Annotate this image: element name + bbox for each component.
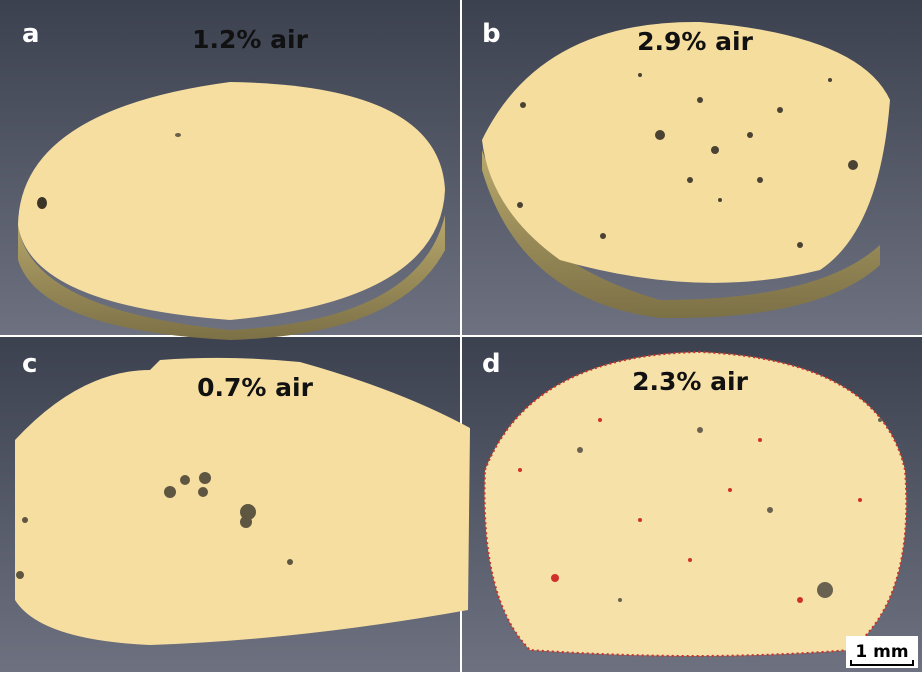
panel-caption: 2.9% air [637,27,753,56]
panel-caption: 2.3% air [632,367,748,396]
sample-d [483,350,908,657]
panel-label: b [482,19,501,49]
sample-c [15,357,470,645]
panel-label: d [482,349,501,379]
scale-bar-label: 1 mm [855,642,908,662]
panel-label: c [22,349,37,379]
panel-caption: 0.7% air [197,373,313,402]
sample-a [18,82,445,340]
scale-bar-line [850,660,914,666]
scale-bar-bg [846,636,918,668]
scale-bar: 1 mm [846,636,918,668]
panel-label: a [22,19,40,49]
sample-b [482,21,890,319]
panel-caption: 1.2% air [192,25,308,54]
